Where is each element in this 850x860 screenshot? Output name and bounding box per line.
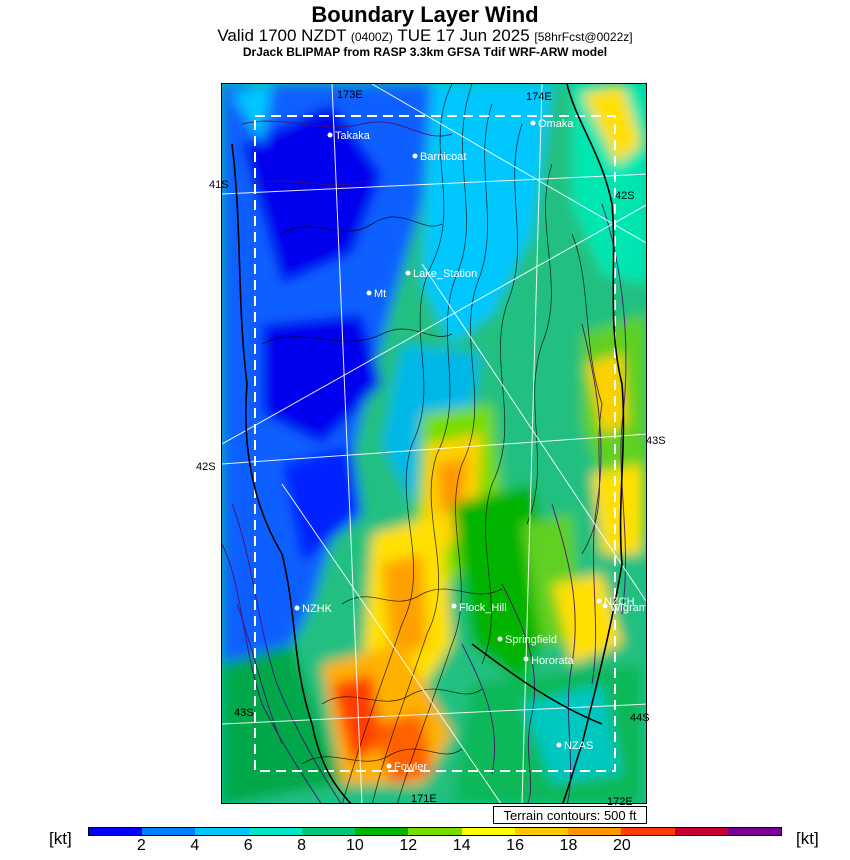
graticule-labels: 173E 174E 42S 43S 171E [234, 89, 635, 804]
colorbar-segment [621, 828, 675, 835]
colorbar [88, 827, 782, 836]
place-label: Springfield [505, 634, 557, 646]
wind-map-svg: Takaka Barnicoat Omaka Lake_Station Mt N… [222, 84, 647, 804]
colorbar-segment [461, 828, 515, 835]
colorbar-unit-left: [kt] [49, 829, 72, 848]
colorbar-segment [727, 828, 782, 835]
place-label: Barnicoat [420, 151, 466, 163]
colorbar-tick-label: 4 [190, 837, 200, 854]
colorbar-tick-label: 14 [452, 837, 471, 854]
colorbar-tick-label: 12 [399, 837, 418, 854]
lat-label: 42S [196, 461, 216, 473]
colorbar-tick-label: 2 [136, 837, 146, 854]
colorbar-segment [568, 828, 622, 835]
colorbar-tick-label: 10 [346, 837, 364, 854]
colorbar-tick-label: 18 [559, 837, 578, 854]
lat-label: 42S [615, 190, 635, 202]
colorbar-tick-label: 20 [612, 837, 631, 854]
colorbar-segment [142, 828, 196, 835]
lat-label: 44S [630, 712, 650, 724]
terrain-contour-note: Terrain contours: 500 ft [493, 806, 647, 824]
wind-speed-field [222, 84, 646, 803]
forecast-run: [58hrFcst@0022z] [534, 30, 633, 44]
place-labels: Takaka Barnicoat Omaka Lake_Station Mt N… [302, 118, 647, 773]
lon-label: 171E [411, 793, 437, 804]
place-label: Lake_Station [413, 268, 477, 280]
colorbar-segment [301, 828, 356, 835]
place-label: Mt [374, 288, 386, 300]
model-description: DrJack BLIPMAP from RASP 3.3km GFSA Tdif… [242, 45, 608, 59]
forecast-date: TUE 17 Jun 2025 [392, 26, 535, 45]
valid-time: Valid 1700 NZDT (0400Z) TUE 17 Jun 2025 … [0, 26, 850, 46]
colorbar-segment [248, 828, 302, 835]
chart-title: Boundary Layer Wind [311, 2, 539, 27]
colorbar-segment [89, 828, 143, 835]
colorbar-segment [195, 828, 249, 835]
colorbar-segment [674, 828, 728, 835]
lat-label: 41S [209, 179, 229, 191]
coastline [231, 84, 625, 803]
place-label: Fowler [394, 761, 427, 773]
place-label: NZHK [302, 603, 333, 615]
place-label: Wigram [610, 602, 647, 614]
utc-time: (0400Z) [350, 30, 393, 44]
wind-streamlines [222, 120, 627, 803]
colorbar-tick-label: 6 [243, 837, 253, 854]
place-label: Omaka [538, 118, 574, 130]
place-label: Takaka [335, 130, 371, 142]
wind-map: Takaka Barnicoat Omaka Lake_Station Mt N… [221, 83, 647, 804]
place-label: Hororata [531, 655, 575, 667]
colorbar-segment [408, 828, 462, 835]
place-label: NZAS [564, 740, 593, 752]
colorbar-segment [355, 828, 409, 835]
lat-lon-grid [222, 84, 646, 803]
place-label: NZCH [604, 596, 635, 608]
colorbar-tick-label: 16 [506, 837, 524, 854]
lon-label: 172E [607, 796, 633, 808]
valid-prefix: Valid 1700 NZDT [217, 26, 351, 45]
place-label: Flock_Hill [459, 602, 507, 614]
colorbar-unit-right: [kt] [796, 829, 819, 848]
terrain-contours [261, 84, 603, 803]
place-markers [294, 120, 608, 769]
lon-label: 173E [337, 89, 363, 101]
lat-label: 43S [646, 435, 666, 447]
domain-boundary [254, 115, 616, 772]
colorbar-tick-label: 8 [297, 837, 306, 854]
colorbar-segment [514, 828, 569, 835]
lat-label: 43S [234, 707, 254, 719]
lon-label: 174E [526, 91, 552, 103]
